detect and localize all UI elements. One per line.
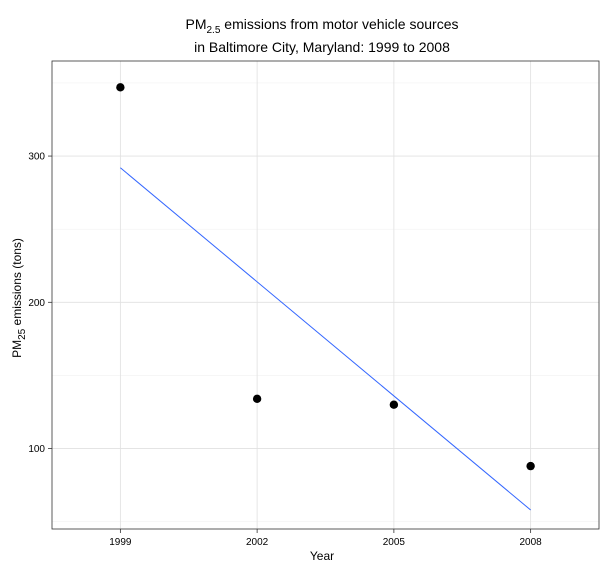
y-tick-label-300: 300 xyxy=(28,152,45,163)
x-tick-label-2008: 2008 xyxy=(520,537,543,548)
ylabel-pm: PM xyxy=(10,340,24,358)
trend-line xyxy=(120,167,531,511)
x-tick-label-1999: 1999 xyxy=(109,537,132,548)
ylabel-suffix: emissions (tons) xyxy=(10,238,24,329)
plot-border xyxy=(51,60,600,530)
y-tick-label-200: 200 xyxy=(28,298,45,309)
data-point-2005 xyxy=(389,400,399,409)
plot-panel: 1999 2002 2005 2008 100 200 300 xyxy=(28,60,600,548)
data-point-2008 xyxy=(526,461,535,471)
chart-title-line2: in Baltimore City, Maryland: 1999 to 200… xyxy=(194,39,450,55)
plot-background xyxy=(52,61,599,529)
title-pm-subscript: 2.5 xyxy=(207,25,221,36)
ylabel-pm-subscript: 25 xyxy=(17,328,28,340)
title-suffix: emissions from motor vehicle sources xyxy=(220,16,458,32)
x-axis-title: Year xyxy=(310,549,334,563)
title-pm: PM xyxy=(186,16,207,32)
x-tick-label-2005: 2005 xyxy=(383,537,406,548)
data-point-1999 xyxy=(116,83,125,92)
chart-title-line1: PM2.5 emissions from motor vehicle sourc… xyxy=(186,16,459,36)
data-point-2002 xyxy=(252,394,262,404)
y-tick-label-100: 100 xyxy=(28,444,45,455)
x-tick-label-2002: 2002 xyxy=(246,537,269,548)
y-axis-title: PM25 emissions (tons) xyxy=(10,238,28,358)
